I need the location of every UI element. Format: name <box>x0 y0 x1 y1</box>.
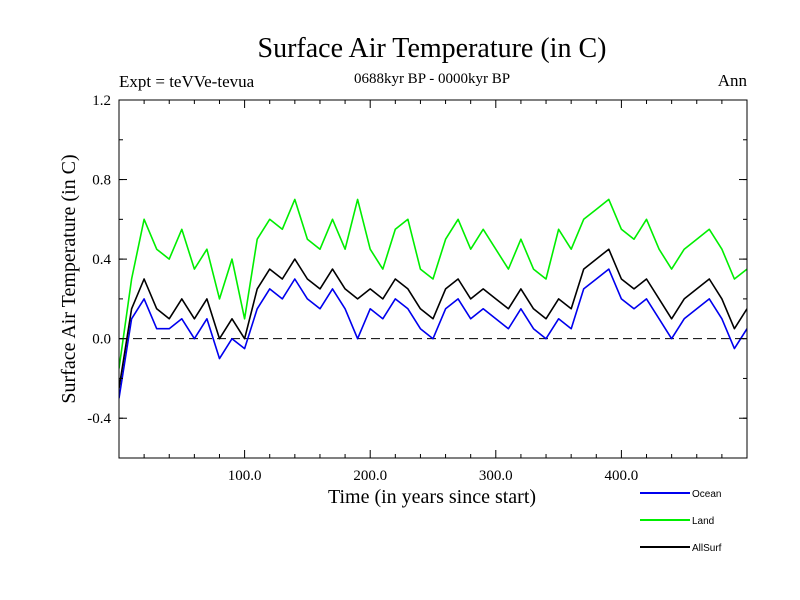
y-tick-label: -0.4 <box>87 411 111 427</box>
y-tick-label: 0.0 <box>92 332 111 348</box>
legend: Ocean Land AllSurf <box>640 489 722 554</box>
x-axis-label: Time (in years since start) <box>328 486 536 508</box>
legend-label-ocean: Ocean <box>692 489 721 500</box>
plot-frame <box>118 99 748 459</box>
y-tick-label: 0.8 <box>92 173 111 189</box>
y-tick-label: 0.4 <box>92 252 111 268</box>
season-label: Ann <box>718 71 748 90</box>
x-tick-label: 300.0 <box>479 468 513 484</box>
legend-label-land: Land <box>692 516 714 527</box>
ticks-layer: 100.0 200.0 300.0 400.0 -0.4 0.0 0.4 0.8 1.2 <box>87 93 747 484</box>
series-line-land <box>119 198 747 369</box>
y-axis-label: Surface Air Temperature (in C) <box>58 154 80 403</box>
series-line-allsurf <box>119 248 747 389</box>
series-layer <box>119 198 747 399</box>
chart-title: Surface Air Temperature (in C) <box>258 33 607 64</box>
x-tick-label: 400.0 <box>605 468 639 484</box>
experiment-label: Expt = teVVe-tevua <box>119 72 255 91</box>
chart-subtitle: 0688kyr BP - 0000kyr BP <box>354 71 510 87</box>
series-line-ocean <box>119 268 747 399</box>
legend-label-allsurf: AllSurf <box>692 543 722 554</box>
x-tick-label: 200.0 <box>353 468 387 484</box>
x-tick-label: 100.0 <box>228 468 262 484</box>
y-tick-label: 1.2 <box>92 93 111 109</box>
